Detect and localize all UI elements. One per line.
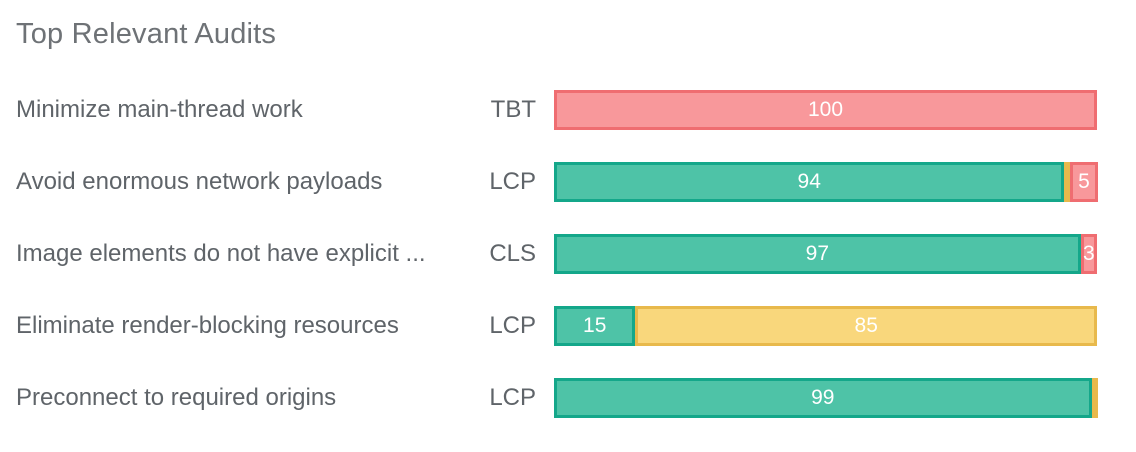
audit-row: Minimize main-thread work TBT 100: [16, 90, 1136, 130]
metric-tag: LCP: [489, 312, 536, 339]
score-bar: 94 5: [554, 162, 1098, 202]
bar-segment-average: [1091, 378, 1098, 418]
audit-name: Preconnect to required origins: [16, 384, 337, 411]
bar-segment-fail: 100: [554, 90, 1097, 130]
bar-segment-average: [1064, 162, 1071, 202]
bar-segment-pass: 94: [554, 162, 1065, 202]
metric-tag: CLS: [489, 240, 536, 267]
metric-tag: LCP: [489, 168, 536, 195]
score-bar: 99: [554, 378, 1098, 418]
audit-name: Image elements do not have explicit ...: [16, 240, 426, 267]
audit-row: Eliminate render-blocking resources LCP …: [16, 306, 1136, 346]
bar-segment-pass: 97: [554, 234, 1081, 274]
audit-row: Image elements do not have explicit ... …: [16, 234, 1136, 274]
bar-segment-fail: 5: [1070, 162, 1098, 202]
bar-segment-average: 85: [635, 306, 1097, 346]
audit-row: Preconnect to required origins LCP 99: [16, 378, 1136, 418]
metric-tag: LCP: [489, 384, 536, 411]
audit-row: Avoid enormous network payloads LCP 94 5: [16, 162, 1136, 202]
bar-segment-pass: 99: [554, 378, 1092, 418]
score-bar: 100: [554, 90, 1097, 130]
audit-name: Avoid enormous network payloads: [16, 168, 383, 195]
audit-name: Minimize main-thread work: [16, 96, 303, 123]
panel-title: Top Relevant Audits: [16, 18, 277, 50]
metric-tag: TBT: [490, 96, 536, 123]
score-bar: 97 3: [554, 234, 1097, 274]
bar-segment-fail: 3: [1080, 234, 1097, 274]
audit-rows: Minimize main-thread work TBT 100 Avoid …: [16, 90, 1136, 418]
score-bar: 15 85: [554, 306, 1097, 346]
bar-segment-pass: 15: [554, 306, 636, 346]
audit-name: Eliminate render-blocking resources: [16, 312, 399, 339]
